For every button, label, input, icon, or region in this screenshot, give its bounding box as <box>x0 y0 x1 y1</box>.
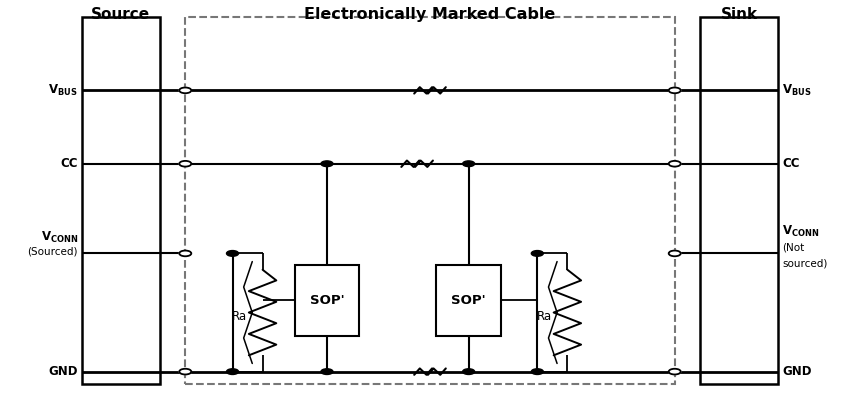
Text: Ra: Ra <box>537 310 552 323</box>
Bar <box>436 265 501 336</box>
Text: (Not: (Not <box>782 242 804 252</box>
Circle shape <box>669 251 681 256</box>
Bar <box>700 17 777 384</box>
Bar <box>185 17 675 384</box>
Text: SOP': SOP' <box>452 294 486 307</box>
Bar <box>295 265 359 336</box>
Text: sourced): sourced) <box>782 258 827 269</box>
Text: Source: Source <box>91 7 150 22</box>
Text: Sink: Sink <box>721 7 758 22</box>
Text: SOP': SOP' <box>310 294 344 307</box>
Circle shape <box>463 161 475 166</box>
Circle shape <box>531 369 544 375</box>
Circle shape <box>321 369 333 375</box>
Circle shape <box>226 251 238 256</box>
Text: V$_{\mathbf{BUS}}$: V$_{\mathbf{BUS}}$ <box>782 83 812 98</box>
Text: V$_{\mathbf{BUS}}$: V$_{\mathbf{BUS}}$ <box>48 83 78 98</box>
Circle shape <box>669 161 681 166</box>
Circle shape <box>531 251 544 256</box>
Circle shape <box>179 161 191 166</box>
Text: V$_{\mathbf{CONN}}$: V$_{\mathbf{CONN}}$ <box>782 223 820 238</box>
Circle shape <box>669 369 681 375</box>
Circle shape <box>179 88 191 93</box>
Text: (Sourced): (Sourced) <box>28 246 78 256</box>
Circle shape <box>321 161 333 166</box>
Circle shape <box>179 251 191 256</box>
Text: CC: CC <box>60 157 78 170</box>
Text: CC: CC <box>782 157 800 170</box>
Circle shape <box>669 88 681 93</box>
Circle shape <box>226 369 238 375</box>
Circle shape <box>179 369 191 375</box>
Text: Electronically Marked Cable: Electronically Marked Cable <box>304 7 556 22</box>
Text: Ra: Ra <box>232 310 247 323</box>
Text: V$_{\mathbf{CONN}}$: V$_{\mathbf{CONN}}$ <box>40 229 78 245</box>
Circle shape <box>463 369 475 375</box>
Text: GND: GND <box>48 365 78 378</box>
Bar <box>83 17 160 384</box>
Text: GND: GND <box>782 365 812 378</box>
